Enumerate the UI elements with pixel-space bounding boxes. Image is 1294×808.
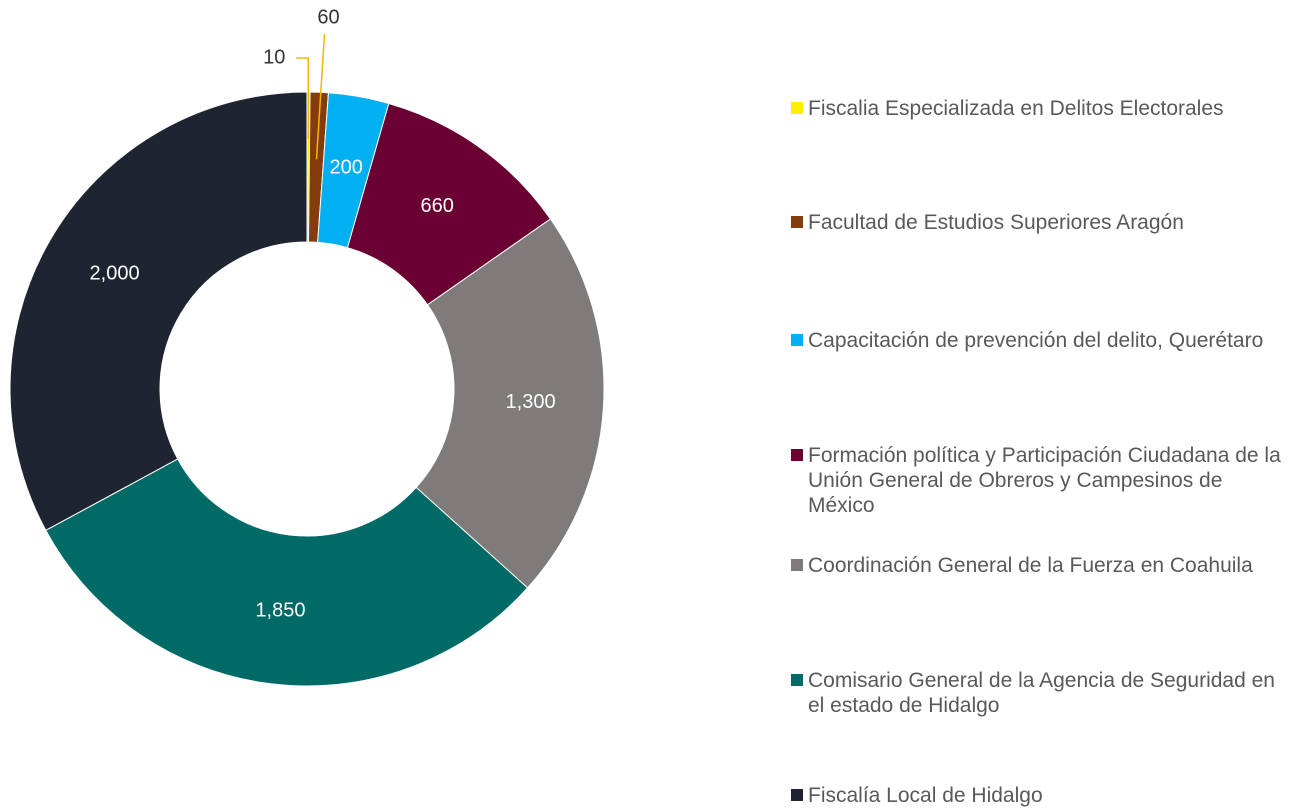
data-label: 1,300 xyxy=(506,391,556,413)
donut-slice xyxy=(45,458,529,687)
data-label: 2,000 xyxy=(90,263,140,285)
data-label: 10 xyxy=(263,46,285,68)
legend-item: Fiscalia Especializada en Delitos Electo… xyxy=(791,96,1281,121)
legend-swatch xyxy=(791,216,803,228)
legend-swatch xyxy=(791,102,803,114)
legend-label: Capacitación de prevención del delito, Q… xyxy=(808,329,1264,352)
legend-item: Fiscalía Local de Hidalgo xyxy=(791,783,1281,808)
legend-swatch xyxy=(791,674,803,686)
leader-line xyxy=(315,33,326,160)
legend-label: Facultad de Estudios Superiores Aragón xyxy=(808,211,1184,234)
legend-label: Comisario General de la Agencia de Segur… xyxy=(808,669,1275,717)
data-label: 200 xyxy=(329,157,362,179)
legend-swatch xyxy=(791,334,803,346)
legend-swatch xyxy=(791,559,803,571)
legend-item: Comisario General de la Agencia de Segur… xyxy=(791,668,1281,718)
data-label: 60 xyxy=(317,6,339,28)
leader-line xyxy=(296,57,310,140)
legend-item: Facultad de Estudios Superiores Aragón xyxy=(791,210,1281,235)
donut-slice xyxy=(415,218,605,589)
legend-swatch xyxy=(791,449,803,461)
legend-label: Coordinación General de la Fuerza en Coa… xyxy=(808,554,1253,577)
donut-slice xyxy=(9,91,308,532)
legend-item: Coordinación General de la Fuerza en Coa… xyxy=(791,553,1281,578)
legend-item: Capacitación de prevención del delito, Q… xyxy=(791,328,1281,353)
legend-label: Fiscalia Especializada en Delitos Electo… xyxy=(808,97,1224,120)
data-label: 660 xyxy=(420,195,453,217)
chart: 10 60 200 660 1,300 1,850 2,000 xyxy=(9,6,605,687)
donut-slice xyxy=(346,102,552,306)
legend-label: Fiscalía Local de Hidalgo xyxy=(808,784,1043,807)
data-label: 1,850 xyxy=(255,600,305,622)
legend-label: Formación política y Participación Ciuda… xyxy=(808,444,1281,517)
legend-swatch xyxy=(791,789,803,801)
legend-item: Formación política y Participación Ciuda… xyxy=(791,443,1281,518)
